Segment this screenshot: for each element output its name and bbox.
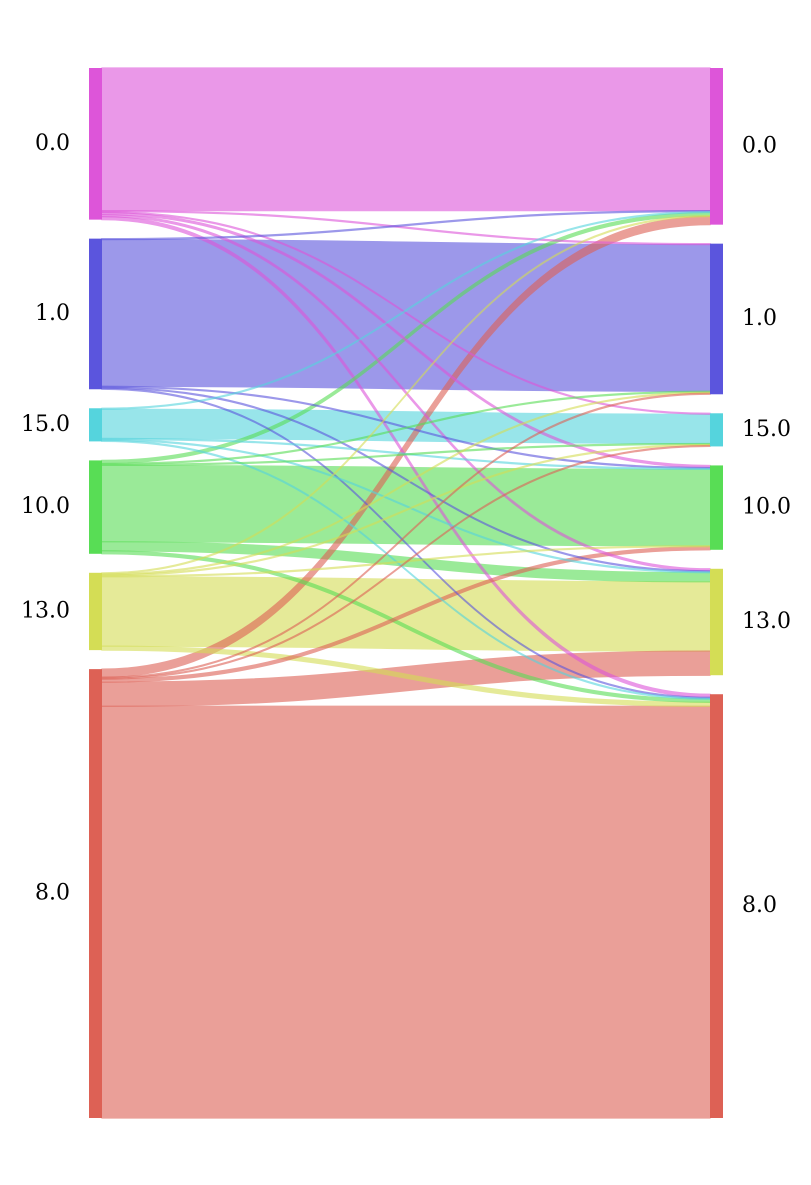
left-node-label-13.0: 13.0	[21, 598, 70, 623]
right-node-10.0	[710, 465, 723, 550]
left-node-8.0	[89, 669, 102, 1118]
right-node-label-8.0: 8.0	[742, 893, 777, 918]
left-node-15.0	[89, 408, 102, 442]
left-node-0.0	[89, 68, 102, 220]
right-node-label-10.0: 10.0	[742, 495, 791, 520]
right-node-label-1.0: 1.0	[742, 306, 777, 331]
labels-layer: 0.0 1.0 15.0 10.0 13.0 8.0 0.0 1.0 15.0 10.0 13.0 8…	[21, 131, 791, 918]
nodes-layer	[89, 68, 723, 1118]
right-node-8.0	[710, 694, 723, 1118]
left-node-label-10.0: 10.0	[21, 494, 70, 519]
flow-8.0-to-15.0	[101, 444, 711, 680]
flow-8.0-to-8.0	[101, 705, 711, 1119]
left-node-label-8.0: 8.0	[35, 881, 70, 906]
right-node-label-13.0: 13.0	[742, 609, 791, 634]
right-node-1.0	[710, 243, 723, 395]
flow-0.0-to-0.0	[101, 67, 711, 212]
right-node-0.0	[710, 68, 723, 225]
right-node-label-0.0: 0.0	[742, 133, 777, 158]
left-node-label-15.0: 15.0	[21, 412, 70, 437]
right-node-13.0	[710, 568, 723, 676]
left-node-label-0.0: 0.0	[35, 131, 70, 156]
right-node-label-15.0: 15.0	[742, 417, 791, 442]
left-node-13.0	[89, 572, 102, 651]
left-node-1.0	[89, 238, 102, 390]
right-node-15.0	[710, 413, 723, 447]
flow-1.0-to-1.0	[101, 239, 711, 392]
flows-layer	[101, 67, 711, 1119]
left-node-10.0	[89, 460, 102, 554]
left-node-label-1.0: 1.0	[35, 301, 70, 326]
